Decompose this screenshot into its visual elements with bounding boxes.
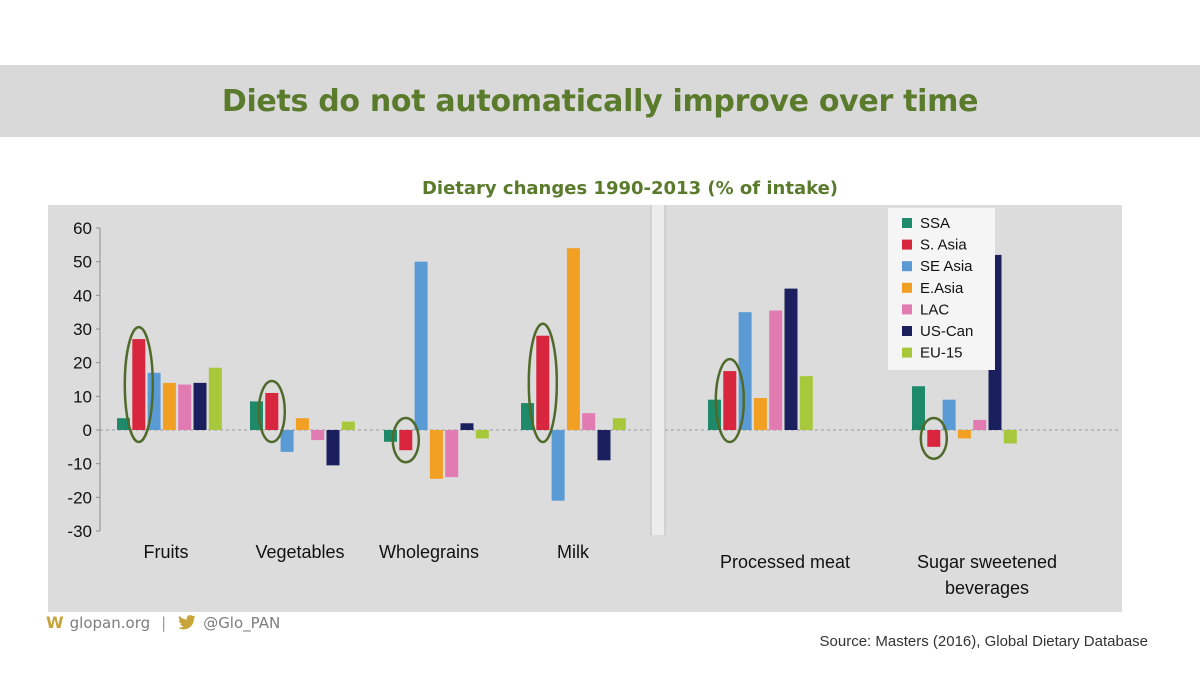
y-tick-label: -20	[67, 488, 92, 507]
bar	[341, 421, 355, 430]
bar	[326, 430, 340, 466]
bar	[799, 376, 813, 430]
legend-swatch	[902, 326, 912, 336]
x-category-label: beverages	[945, 578, 1029, 598]
bar	[384, 430, 397, 442]
bar	[399, 430, 413, 451]
bar	[769, 310, 783, 430]
y-tick-label: 10	[73, 387, 92, 406]
highlight-ellipse	[123, 325, 155, 444]
x-category-label: Fruits	[144, 542, 189, 562]
bar	[612, 418, 626, 430]
bar	[551, 430, 565, 501]
bar	[566, 248, 580, 430]
highlight-ellipse	[527, 322, 559, 444]
bar	[414, 261, 428, 430]
bar	[784, 288, 798, 430]
bar	[193, 382, 207, 430]
legend-swatch	[902, 304, 912, 315]
highlight-ellipse	[714, 357, 746, 444]
legend-label: S. Asia	[920, 237, 967, 254]
bar	[280, 430, 294, 452]
bar	[753, 398, 767, 430]
y-tick-label: 20	[73, 354, 92, 373]
twitter-link[interactable]: @Glo_PAN	[203, 613, 281, 632]
highlight-ellipse	[257, 379, 287, 444]
bar	[536, 335, 550, 430]
x-category-label: Sugar sweetened	[917, 552, 1057, 572]
bar	[957, 430, 971, 439]
legend-label: LAC	[920, 301, 949, 318]
bar	[973, 419, 987, 430]
bar	[162, 382, 176, 430]
bar	[429, 430, 443, 479]
bar	[311, 430, 325, 441]
chart-title: Dietary changes 1990-2013 (% of intake)	[421, 178, 839, 199]
legend-swatch	[902, 218, 912, 228]
bar	[475, 430, 489, 439]
legend-swatch	[902, 261, 912, 272]
bar	[295, 418, 309, 430]
title-band: Diets do not automatically improve over …	[0, 65, 1200, 137]
legend-swatch	[902, 282, 912, 293]
bar	[927, 430, 941, 447]
legend-label: SE Asia	[920, 258, 973, 275]
slide-title: Diets do not automatically improve over …	[221, 83, 979, 119]
legend-label: SSA	[920, 215, 950, 232]
y-tick-label: 60	[73, 219, 92, 238]
panel-divider	[651, 205, 665, 535]
footer-links: W glopan.org | @Glo_PAN	[46, 613, 280, 632]
bar	[178, 384, 192, 430]
bar	[738, 312, 752, 430]
bar	[117, 418, 130, 430]
y-tick-label: -30	[67, 522, 92, 541]
highlight-ellipse	[919, 416, 949, 461]
bar	[460, 423, 474, 430]
x-category-label: Processed meat	[720, 552, 850, 572]
legend-label: E.Asia	[920, 280, 964, 297]
x-category-label: Milk	[557, 542, 590, 562]
source-note: Source: Masters (2016), Global Dietary D…	[819, 633, 1148, 650]
bar	[582, 413, 596, 430]
bar	[208, 367, 222, 430]
bar	[1003, 430, 1017, 444]
bar	[445, 430, 459, 478]
legend-label: US-Can	[920, 323, 973, 340]
y-tick-label: 50	[73, 253, 92, 272]
highlight-ellipse	[391, 416, 421, 464]
x-category-label: Wholegrains	[379, 542, 479, 562]
y-tick-label: 30	[73, 320, 92, 339]
bar	[597, 430, 611, 461]
bar	[942, 399, 956, 430]
site-link[interactable]: glopan.org	[69, 613, 151, 632]
w-logo-icon: W	[46, 613, 64, 632]
y-tick-label: -10	[67, 455, 92, 474]
legend-swatch	[902, 347, 912, 358]
footer-separator: |	[161, 613, 167, 632]
bar	[132, 339, 146, 430]
legend-swatch	[902, 239, 912, 250]
x-category-label: Vegetables	[255, 542, 344, 562]
bird-icon	[177, 614, 197, 631]
bar	[723, 371, 737, 430]
y-tick-label: 40	[73, 286, 92, 305]
bar	[912, 386, 925, 430]
bar	[265, 392, 279, 430]
legend-label: EU-15	[920, 345, 963, 362]
y-tick-label: 0	[83, 421, 92, 440]
